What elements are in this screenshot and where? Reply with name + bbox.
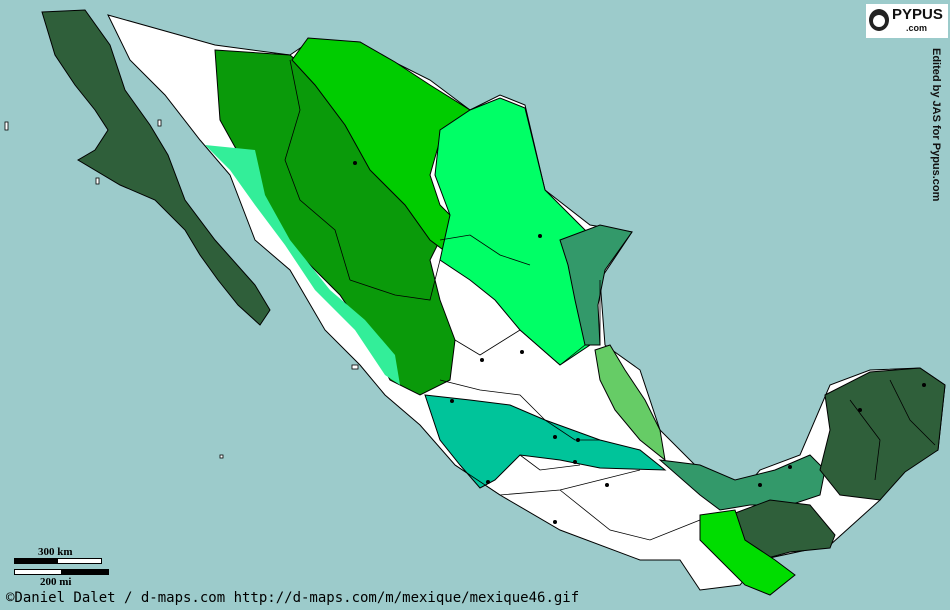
state-borders	[284, 59, 936, 541]
edited-by-caption: Edited by JAS for Pypus.com	[930, 48, 942, 208]
scale-km-bar	[14, 558, 102, 564]
region-veracruz	[594, 344, 666, 462]
city-dots	[353, 161, 926, 524]
scale-mi-label: 200 mi	[40, 576, 72, 588]
baja-california	[41, 9, 271, 326]
pypus-logo: PYPUS .com	[866, 4, 948, 38]
scale-mi-bar	[14, 569, 109, 575]
region-yucatan	[819, 367, 946, 501]
scale-bar: 300 km 200 mi	[14, 546, 109, 588]
region-tamaulipas	[559, 224, 633, 346]
map-credit: ©Daniel Dalet / d-maps.com http://d-maps…	[6, 590, 580, 606]
logo-name: PYPUS	[892, 6, 943, 23]
scale-km-label: 300 km	[38, 546, 73, 558]
logo-sub: .com	[906, 23, 928, 33]
islands	[4, 119, 359, 459]
region-soconusco	[699, 509, 796, 596]
mascot-icon	[869, 9, 889, 31]
region-sinaloa-coast	[205, 145, 400, 385]
edited-by-text: Edited by JAS for Pypus.com	[930, 48, 942, 202]
region-tabasco	[658, 454, 826, 511]
